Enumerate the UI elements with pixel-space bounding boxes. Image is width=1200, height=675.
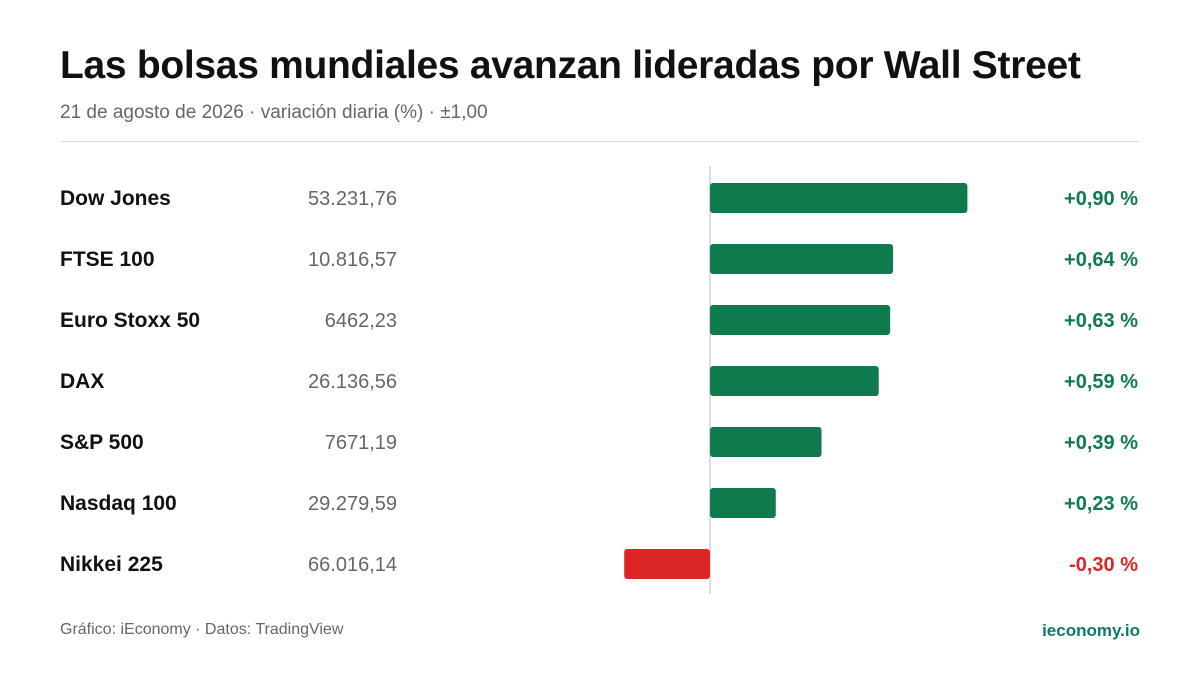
change-value-label: -0,30 % <box>1069 554 1138 576</box>
index-level-label: 10.816,57 <box>308 249 397 271</box>
change-value-label: +0,64 % <box>1064 249 1138 271</box>
index-level-label: 53.231,76 <box>308 188 397 210</box>
source-credit: Gráfico: iEconomy · Datos: TradingView <box>60 621 344 638</box>
bar <box>710 366 879 396</box>
bar <box>710 305 891 335</box>
index-name-label: Nikkei 225 <box>60 553 163 576</box>
index-name-label: Euro Stoxx 50 <box>60 309 200 332</box>
page-subtitle: 21 de agosto de 2026 · variación diaria … <box>60 102 488 123</box>
index-level-label: 66.016,14 <box>308 554 397 576</box>
change-value-label: +0,59 % <box>1064 371 1138 393</box>
index-name-label: Nasdaq 100 <box>60 492 177 515</box>
change-value-label: +0,39 % <box>1064 432 1138 454</box>
bar <box>710 488 776 518</box>
brand-link[interactable]: ieconomy.io <box>1042 621 1140 640</box>
index-level-label: 29.279,59 <box>308 493 397 515</box>
index-name-label: DAX <box>60 370 104 393</box>
index-level-label: 7671,19 <box>325 432 397 454</box>
page-title: Las bolsas mundiales avanzan lideradas p… <box>60 44 1081 87</box>
bar <box>710 244 894 274</box>
index-name-label: Dow Jones <box>60 187 171 210</box>
index-name-label: S&P 500 <box>60 431 144 454</box>
index-level-label: 6462,23 <box>325 310 397 332</box>
index-level-label: 26.136,56 <box>308 371 397 393</box>
bar <box>624 549 710 579</box>
change-value-label: +0,63 % <box>1064 310 1138 332</box>
header-divider <box>60 141 1140 142</box>
bar <box>710 427 822 457</box>
bar <box>710 183 968 213</box>
index-name-label: FTSE 100 <box>60 248 155 271</box>
change-value-label: +0,23 % <box>1064 493 1138 515</box>
change-value-label: +0,90 % <box>1064 188 1138 210</box>
